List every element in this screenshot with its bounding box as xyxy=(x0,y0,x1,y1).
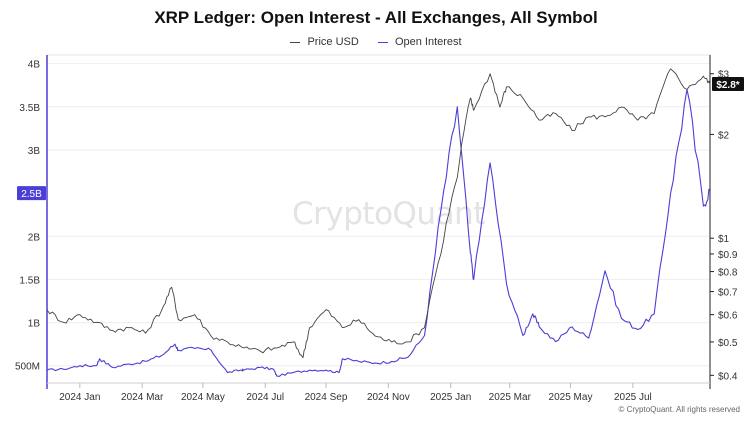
series-layer xyxy=(46,68,711,377)
legend-swatch-open-interest xyxy=(377,41,388,43)
current-marker-right-label: $2.8* xyxy=(716,80,739,91)
axis-layer: 4B 3.5B 3B 2B 1.5B 1B 500M $3 $2 $1 $0.9 $0.8 $0.7 $0… xyxy=(15,55,738,403)
x-tick-label: 2025 Mar xyxy=(489,392,532,403)
y-right-tick-label: $0.8 xyxy=(718,268,738,279)
legend-item-open-interest[interactable]: Open Interest xyxy=(377,36,462,48)
x-tick-label: 2024 Sep xyxy=(305,392,348,403)
x-tick-label: 2024 Nov xyxy=(367,392,410,403)
y-right-tick-label: $2 xyxy=(718,130,730,141)
watermark: CryptoQuant xyxy=(292,196,485,232)
marker-layer: 2.5B $2.8* xyxy=(17,77,744,201)
plot-frame xyxy=(46,54,711,384)
legend: Price USD Open Interest xyxy=(0,36,752,48)
y-left-tick-label: 1.5B xyxy=(19,275,40,286)
y-right-tick-label: $1 xyxy=(718,234,730,245)
current-marker-left-box xyxy=(17,186,46,201)
y-right-tick-label: $0.6 xyxy=(718,311,738,322)
y-left-tick-label: 500M xyxy=(15,362,40,373)
y-left-tick-label: 2B xyxy=(28,232,41,243)
y-right-tick-label: $0.7 xyxy=(718,288,738,299)
x-tick-label: 2025 Jan xyxy=(430,392,471,403)
y-right-tick-label: $0.9 xyxy=(718,250,738,261)
legend-swatch-price xyxy=(290,41,301,43)
legend-item-price[interactable]: Price USD xyxy=(290,36,359,48)
current-marker-right-box xyxy=(712,77,744,92)
copyright: © CryptoQuant. All rights reserved xyxy=(618,405,741,414)
chart-title: XRP Ledger: Open Interest - All Exchange… xyxy=(154,8,598,27)
x-tick-label: 2024 May xyxy=(181,392,225,403)
y-right-tick-label: $3 xyxy=(718,70,730,81)
legend-label-price: Price USD xyxy=(307,36,359,48)
x-tick-label: 2024 Jul xyxy=(246,392,284,403)
series-line-price xyxy=(46,68,711,359)
x-tick-label: 2025 May xyxy=(549,392,593,403)
series-line-open-interest xyxy=(46,88,711,377)
y-left-tick-label: 1B xyxy=(28,319,41,330)
x-tick-label: 2024 Mar xyxy=(121,392,164,403)
x-tick-label: 2025 Jul xyxy=(614,392,652,403)
y-right-tick-label: $0.4 xyxy=(718,371,738,382)
y-left-tick-label: 3B xyxy=(28,146,41,157)
y-left-tick-label: 4B xyxy=(28,60,41,71)
current-marker-left-label: 2.5B xyxy=(21,189,42,200)
y-right-tick-label: $0.5 xyxy=(718,338,738,349)
x-tick-label: 2024 Jan xyxy=(59,392,100,403)
legend-label-open-interest: Open Interest xyxy=(394,36,462,48)
y-left-tick-label: 3.5B xyxy=(19,103,40,114)
grid-layer xyxy=(46,54,711,384)
